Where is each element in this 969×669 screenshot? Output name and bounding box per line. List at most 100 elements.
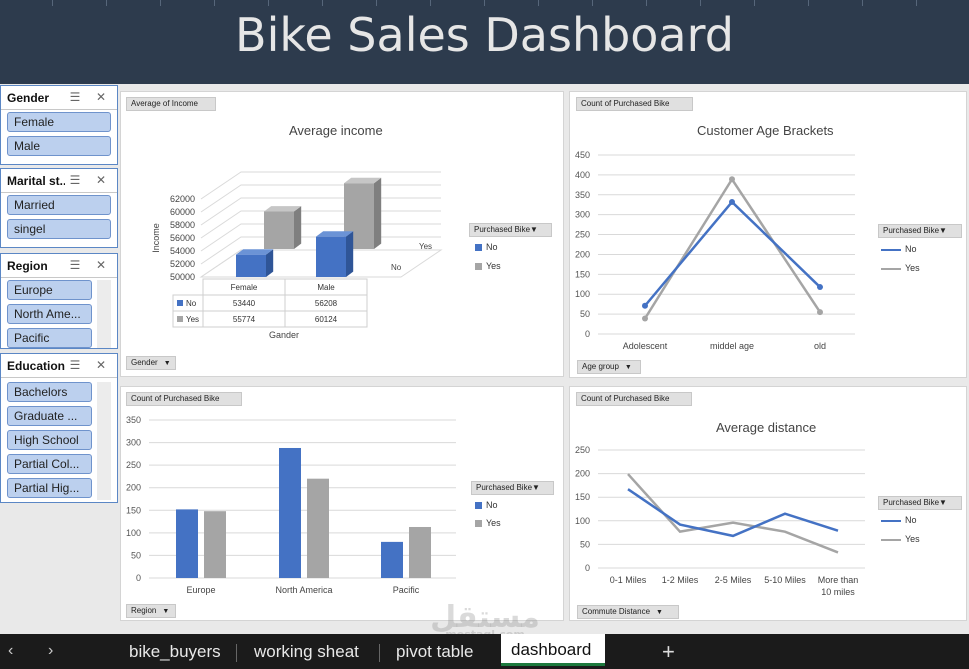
- y-tick-label: 200: [126, 483, 141, 493]
- tab-dashboard[interactable]: dashboard: [501, 634, 605, 666]
- axis-field-button[interactable]: Gender ▼: [126, 356, 176, 370]
- x-tick-label: middel age: [710, 341, 754, 351]
- legend-swatch: [475, 520, 482, 528]
- tab-pivot-table[interactable]: pivot table: [396, 642, 474, 661]
- x-tick-label: 1-2 Miles: [662, 575, 699, 585]
- chart-title: Average income: [289, 123, 383, 138]
- y-tick-label: 0: [136, 573, 141, 583]
- dropdown-arrow-icon: ▼: [656, 609, 663, 616]
- slicer-item-partial-college[interactable]: Partial Col...: [7, 454, 92, 474]
- multi-select-icon[interactable]: ☰: [69, 258, 81, 272]
- table-row-label: Yes: [186, 315, 199, 324]
- y-tick-label: 350: [126, 415, 141, 425]
- chart-title: Customer Age Brackets: [697, 123, 834, 138]
- value-field-button[interactable]: Count of Purchased Bike: [576, 392, 692, 406]
- slicer-item-female[interactable]: Female: [7, 112, 111, 132]
- legend-field-button[interactable]: Purchased Bike▼: [878, 224, 962, 238]
- tab-separator: [379, 644, 380, 662]
- multi-select-icon[interactable]: ☰: [69, 90, 81, 104]
- table-legend-key: [177, 316, 183, 322]
- gender-slicer[interactable]: Gender ☰ ✕ Female Male: [0, 85, 118, 165]
- table-row-label: No: [186, 299, 197, 308]
- y-tick-label: 250: [575, 230, 590, 240]
- clear-filter-icon[interactable]: ✕: [95, 358, 107, 372]
- legend-label: No: [905, 515, 917, 525]
- bar-top: [236, 249, 274, 255]
- legend-item-yes: Yes: [475, 261, 501, 271]
- column-gridline: [862, 0, 863, 6]
- legend-swatch: [881, 538, 901, 541]
- age-chart-panel[interactable]: Count of Purchased Bike Customer Age Bra…: [569, 91, 967, 378]
- clear-filter-icon[interactable]: ✕: [95, 258, 107, 272]
- slicer-item-high-school[interactable]: High School: [7, 430, 92, 450]
- axis-field-button[interactable]: Age group ▼: [577, 360, 641, 374]
- age-chart-svg: 0 50 100 150 200 250 300 350 400 450 Adolescent mid…: [575, 150, 855, 351]
- table-value: Male: [317, 283, 335, 292]
- slicer-item-bachelors[interactable]: Bachelors: [7, 382, 92, 402]
- slicer-item-europe[interactable]: Europe: [7, 280, 92, 300]
- slicer-item-north-america[interactable]: North Ame...: [7, 304, 92, 324]
- slicer-scrollbar[interactable]: [97, 382, 111, 500]
- legend-item-no: No: [881, 244, 917, 254]
- x-tick-label: 2-5 Miles: [715, 575, 752, 585]
- y-tick-label: 50000: [170, 272, 195, 282]
- value-field-button[interactable]: Average of Income: [126, 97, 216, 111]
- legend-field-button[interactable]: Purchased Bike▼: [878, 496, 962, 510]
- y-tick-label: 200: [575, 249, 590, 259]
- clear-filter-icon[interactable]: ✕: [95, 90, 107, 104]
- data-point: [729, 176, 735, 183]
- column-gridline: [52, 0, 53, 6]
- legend-field-button[interactable]: Purchased Bike▼: [471, 481, 554, 495]
- slicer-item-graduate[interactable]: Graduate ...: [7, 406, 92, 426]
- region-chart-svg: 0 50 100 150 200 250 300 350 Europe North America…: [126, 415, 456, 595]
- income-chart-panel[interactable]: Average of Income Average income 50000 52…: [120, 91, 564, 377]
- y-tick-label: 300: [126, 438, 141, 448]
- x-axis-label: Gander: [269, 330, 299, 340]
- legend-field-label: Purchased Bike: [474, 225, 531, 234]
- series-line: [627, 488, 839, 538]
- marital-status-slicer[interactable]: Marital st... ☰ ✕ Married singel: [0, 168, 118, 248]
- y-axis-label: Income: [151, 223, 161, 253]
- legend-field-label: Purchased Bike: [883, 498, 940, 507]
- prev-sheet-icon[interactable]: ‹: [8, 642, 14, 659]
- legend-item-no: No: [881, 515, 917, 525]
- value-field-button[interactable]: Count of Purchased Bike: [126, 392, 242, 406]
- axis-field-label: Commute Distance: [582, 607, 651, 616]
- legend-field-button[interactable]: Purchased Bike▼: [469, 223, 552, 237]
- slicer-item-married[interactable]: Married: [7, 195, 111, 215]
- column-gridline: [214, 0, 215, 6]
- slicer-item-male[interactable]: Male: [7, 136, 111, 156]
- y-tick-label: 100: [575, 289, 590, 299]
- slicer-scrollbar[interactable]: [97, 280, 111, 348]
- distance-chart-panel[interactable]: Count of Purchased Bike Average distance…: [569, 386, 967, 621]
- education-slicer[interactable]: Education ☰ ✕ Bachelors Graduate ... Hig…: [0, 353, 118, 503]
- slicer-title: Region: [7, 259, 48, 273]
- region-slicer[interactable]: Region ☰ ✕ Europe North Ame... Pacific: [0, 253, 118, 349]
- clear-filter-icon[interactable]: ✕: [95, 173, 107, 187]
- add-sheet-button[interactable]: +: [662, 639, 675, 664]
- y-tick-label: 200: [575, 469, 590, 479]
- tab-working-sheat[interactable]: working sheat: [254, 642, 359, 661]
- table-value: 60124: [315, 315, 338, 324]
- series-line: [644, 200, 821, 307]
- legend-item-yes: Yes: [475, 518, 501, 528]
- multi-select-icon[interactable]: ☰: [69, 173, 81, 187]
- y-tick-label: 54000: [170, 246, 195, 256]
- slicer-item-pacific[interactable]: Pacific: [7, 328, 92, 348]
- tab-bike-buyers[interactable]: bike_buyers: [129, 642, 221, 661]
- y-tick-label: 50: [580, 539, 590, 549]
- y-tick-label: 100: [575, 516, 590, 526]
- legend-label: Yes: [905, 263, 920, 273]
- multi-select-icon[interactable]: ☰: [69, 358, 81, 372]
- axis-field-button[interactable]: Commute Distance ▼: [577, 605, 679, 619]
- slicer-item-single[interactable]: singel: [7, 219, 111, 239]
- region-chart-panel[interactable]: Count of Purchased Bike 0 50 100 150 200 250 3…: [120, 386, 564, 621]
- table-value: 56208: [315, 299, 338, 308]
- slicer-header: Region ☰ ✕: [1, 254, 117, 278]
- legend-field-label: Purchased Bike: [476, 483, 533, 492]
- x-tick-label: Europe: [186, 585, 215, 595]
- value-field-button[interactable]: Count of Purchased Bike: [576, 97, 693, 111]
- next-sheet-icon[interactable]: ›: [48, 642, 54, 659]
- slicer-item-partial-high-school[interactable]: Partial Hig...: [7, 478, 92, 498]
- axis-field-button[interactable]: Region ▼: [126, 604, 176, 618]
